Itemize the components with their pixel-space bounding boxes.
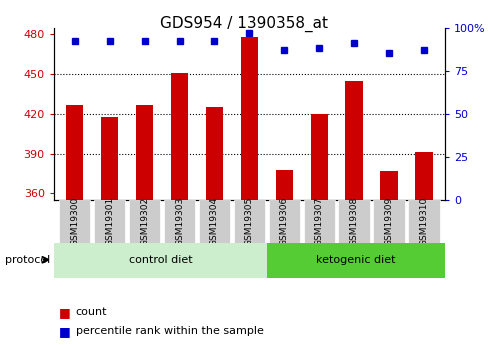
Bar <box>303 200 334 243</box>
Bar <box>136 105 153 200</box>
Bar <box>407 200 439 243</box>
Text: GSM19308: GSM19308 <box>349 197 358 246</box>
Text: GSM19306: GSM19306 <box>279 197 288 246</box>
Text: protocol: protocol <box>5 255 50 265</box>
Bar <box>338 200 369 243</box>
Bar <box>59 200 90 243</box>
Bar <box>163 200 195 243</box>
Text: GSM19303: GSM19303 <box>175 197 183 246</box>
Text: count: count <box>76 307 107 317</box>
Text: GSM19310: GSM19310 <box>419 197 427 246</box>
Text: GSM19301: GSM19301 <box>105 197 114 246</box>
Bar <box>380 171 397 200</box>
Bar <box>240 37 258 200</box>
Bar <box>129 200 160 243</box>
Bar <box>54 243 266 278</box>
Text: ketogenic diet: ketogenic diet <box>316 256 395 265</box>
Bar <box>101 117 118 200</box>
Bar <box>266 243 444 278</box>
Bar <box>310 114 327 200</box>
Text: percentile rank within the sample: percentile rank within the sample <box>76 326 263 336</box>
Bar <box>275 170 292 200</box>
Text: GSM19302: GSM19302 <box>140 197 149 246</box>
Text: GSM19307: GSM19307 <box>314 197 323 246</box>
Bar <box>373 200 404 243</box>
Bar <box>345 81 362 200</box>
Bar <box>268 200 300 243</box>
Text: GSM19305: GSM19305 <box>244 197 253 246</box>
Text: GDS954 / 1390358_at: GDS954 / 1390358_at <box>160 16 328 32</box>
Text: GSM19300: GSM19300 <box>70 197 79 246</box>
Text: control diet: control diet <box>128 256 192 265</box>
Text: ■: ■ <box>59 306 70 319</box>
Bar <box>66 105 83 200</box>
Text: ■: ■ <box>59 325 70 338</box>
Bar <box>198 200 230 243</box>
Text: GSM19304: GSM19304 <box>209 197 219 246</box>
Text: GSM19309: GSM19309 <box>384 197 393 246</box>
Bar <box>233 200 264 243</box>
Bar <box>170 73 188 200</box>
Bar <box>205 107 223 200</box>
Bar <box>94 200 125 243</box>
Bar <box>414 152 432 200</box>
